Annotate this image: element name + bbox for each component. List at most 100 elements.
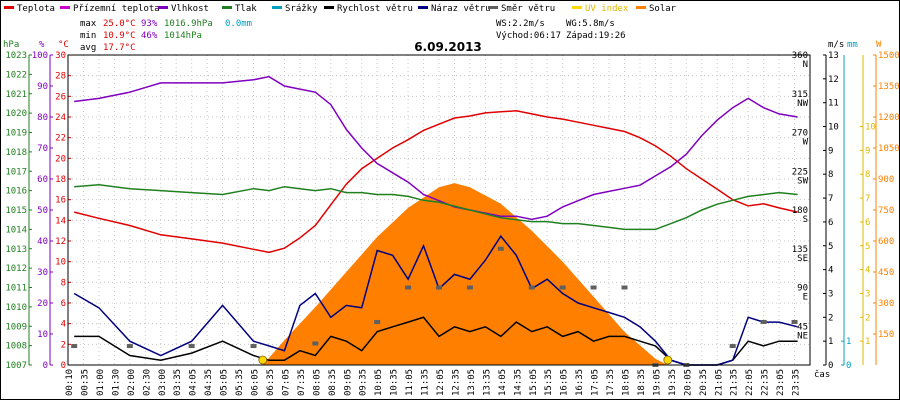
series-lines (71, 75, 798, 367)
hpa-axis-tick-label: 1019 (5, 129, 27, 139)
stats-rain: 0.0mm (225, 19, 252, 29)
uv-axis-tick-label: 8 (865, 170, 870, 180)
hpa-axis-tick-label: 1018 (5, 148, 27, 158)
sunrise: Východ:06:17 (496, 31, 561, 41)
mm-axis-unit: mm (847, 40, 858, 50)
direction-tick-label: 360 (792, 51, 808, 61)
w-axis-tick-label: 1350 (878, 82, 900, 92)
uv-axis-tick-label: 5 (865, 242, 870, 252)
wind-direction-mark (374, 319, 381, 324)
w-axis-tick-label: 450 (878, 268, 894, 278)
time-tick-label: 23:35 (792, 369, 802, 396)
sunset: Západ:19:26 (566, 31, 626, 41)
time-tick-label: 13:05 (467, 369, 477, 396)
hpa-axis-unit: hPa (3, 40, 19, 50)
time-tick-label: 11:05 (405, 369, 415, 396)
stats-min-hum: 46% (141, 31, 158, 41)
hpa-axis-tick-label: 1007 (5, 361, 27, 371)
pct-axis-tick-label: 40 (37, 237, 48, 247)
stats-block: max 25.0°C 93% 1016.9hPa 0.0mm min 10.9°… (80, 19, 252, 53)
direction-tick-label: 270 (792, 129, 808, 139)
wind-direction-mark (528, 285, 535, 290)
wind-direction-mark (436, 285, 442, 290)
time-tick-label: 19:35 (668, 369, 678, 396)
direction-tick-name: S (803, 215, 808, 225)
uv-axis-tick-label: 1 (865, 337, 870, 347)
wind-direction-mark (791, 319, 798, 324)
time-tick-label: 02:00 (127, 369, 137, 396)
temp-axis-tick-label: 18 (55, 175, 66, 185)
time-tick-label: 23:05 (776, 369, 786, 396)
uv-axis-tick-label: 9 (865, 146, 870, 156)
legend-label-2: Vlhkost (171, 4, 209, 14)
temp-axis-tick-label: 26 (55, 92, 66, 102)
ms-axis-tick-label: 6 (828, 218, 833, 228)
temp-axis-unit: °C (58, 40, 69, 50)
temp-axis-tick-label: 12 (55, 237, 66, 247)
time-tick-label: 10:35 (390, 369, 400, 396)
time-tick-label: 22:35 (761, 369, 771, 396)
legend-label-4: Srážky (285, 4, 318, 14)
direction-tick-name: NE (797, 331, 808, 341)
hpa-axis-tick-label: 1009 (5, 322, 27, 332)
hpa-axis-tick-label: 1010 (5, 303, 27, 313)
temp-axis-tick-label: 24 (55, 113, 66, 123)
w-axis-tick-label: 900 (878, 175, 894, 185)
temperature-line (74, 110, 798, 254)
wind-direction-mark (466, 285, 473, 290)
legend-swatch-2 (158, 6, 168, 9)
direction-tick-name: N (803, 60, 808, 70)
pct-axis-tick-label: 10 (37, 330, 48, 340)
pct-axis-tick-label: 50 (37, 206, 48, 216)
legend-swatch-7 (488, 6, 498, 9)
pressure-line (74, 184, 798, 231)
hpa-axis-tick-label: 1022 (5, 70, 27, 80)
legend-label-0: Teplota (17, 4, 55, 14)
pct-axis-unit: % (39, 40, 45, 50)
pct-axis-tick-label: 70 (37, 144, 48, 154)
time-tick-label: 15:05 (529, 369, 539, 396)
stats-avg-temp: 17.7°C (103, 43, 136, 53)
chart-title: 6.09.2013 (414, 40, 482, 54)
stats-avg-label: avg (80, 43, 96, 53)
ms-axis-tick-label: 0 (828, 361, 833, 371)
temp-axis-tick-label: 6 (61, 299, 66, 309)
wind-direction-mark (188, 344, 195, 349)
legend-swatch-3 (222, 6, 232, 9)
direction-tick-name: NW (797, 99, 808, 109)
wind-direction-mark (497, 246, 504, 251)
hpa-axis-tick-label: 1012 (5, 264, 27, 274)
uv-marker (663, 355, 673, 365)
time-tick-label: 14:35 (513, 369, 523, 396)
time-tick-label: 09:35 (359, 369, 369, 396)
time-tick-label: 12:35 (451, 369, 461, 396)
time-tick-label: 01:30 (111, 369, 121, 396)
stats-max-temp: 25.0°C (103, 19, 136, 29)
legend-swatch-0 (4, 6, 14, 9)
ms-axis-tick-label: 10 (828, 123, 839, 133)
wind-direction-mark (559, 285, 566, 290)
legend-swatch-8 (572, 6, 582, 9)
wind-wg: WG:5.8m/s (566, 19, 615, 29)
legend-label-6: Náraz větru (431, 4, 491, 14)
stats-min-press: 1014hPa (164, 31, 202, 41)
time-tick-label: 20:05 (683, 369, 693, 396)
wind-direction-mark (621, 285, 628, 290)
temp-axis-tick-label: 4 (61, 320, 66, 330)
direction-tick-label: 135 (792, 245, 808, 255)
time-tick-label: 15:35 (544, 369, 554, 396)
ms-axis-tick-label: 11 (828, 99, 839, 109)
pct-axis-tick-label: 90 (37, 82, 48, 92)
temp-axis-tick-label: 20 (55, 154, 66, 164)
temp-axis-tick-label: 28 (55, 72, 66, 82)
ms-axis-tick-label: 13 (828, 51, 839, 61)
time-tick-label: 18:05 (622, 369, 632, 396)
ms-axis-tick-label: 2 (828, 313, 833, 323)
time-tick-label: 19:05 (652, 369, 662, 396)
time-tick-label: 21:05 (714, 369, 724, 396)
legend-swatch-5 (324, 6, 334, 9)
direction-tick-label: 45 (797, 322, 808, 332)
time-tick-label: 02:30 (142, 369, 152, 396)
legend-label-1: Přízemní teplota (73, 4, 160, 14)
